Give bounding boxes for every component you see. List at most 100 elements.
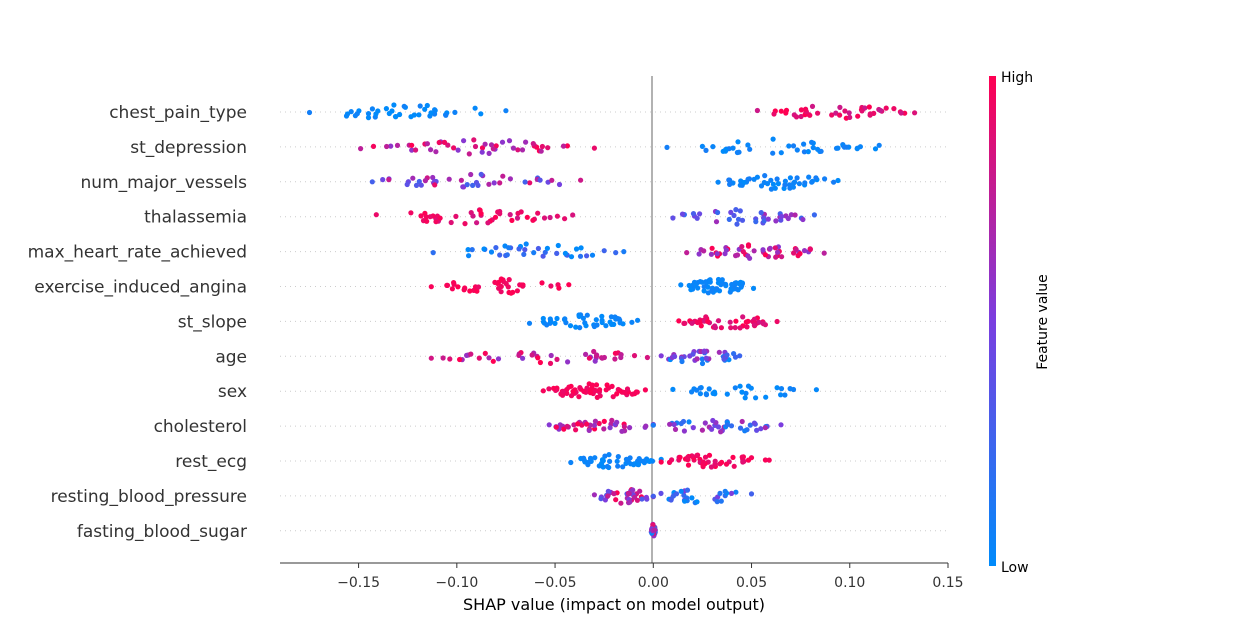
shap-point: [306, 109, 313, 116]
shap-point: [599, 317, 605, 324]
shap-point: [739, 454, 745, 460]
shap-point: [401, 103, 407, 109]
shap-point: [762, 457, 769, 463]
shap-point: [505, 284, 511, 290]
shap-point: [793, 114, 800, 120]
shap-point: [775, 249, 781, 255]
shap-point: [727, 181, 733, 187]
shap-point: [646, 458, 652, 464]
shap-point: [748, 491, 755, 497]
shap-point: [498, 289, 504, 295]
shap-point: [568, 254, 575, 260]
x-tick-label: 0.10: [834, 575, 865, 591]
shap-point: [522, 247, 528, 253]
shap-point: [535, 355, 541, 361]
shap-point: [690, 211, 697, 217]
shap-point: [418, 213, 424, 219]
shap-point: [462, 221, 468, 227]
shap-point: [566, 282, 572, 288]
shap-point: [835, 145, 841, 151]
shap-point: [570, 212, 576, 218]
shap-point: [690, 351, 696, 357]
shap-point: [583, 323, 589, 329]
shap-point: [605, 493, 611, 499]
shap-point: [451, 280, 457, 286]
shap-point: [737, 208, 743, 214]
shap-point: [735, 216, 742, 222]
shap-point: [859, 108, 865, 114]
shap-point: [602, 497, 609, 503]
shap-point: [468, 351, 474, 357]
shap-point: [581, 457, 587, 463]
shap-point: [842, 108, 848, 114]
shap-point: [872, 146, 879, 152]
shap-point: [516, 352, 522, 358]
shap-point: [455, 147, 461, 153]
shap-point: [612, 356, 618, 362]
shap-point: [444, 282, 451, 288]
shap-point: [739, 244, 745, 250]
shap-point: [622, 389, 628, 396]
shap-point: [370, 143, 377, 149]
shap-point: [436, 139, 442, 146]
shap-point: [739, 389, 745, 395]
shap-point: [573, 427, 579, 433]
shap-point: [737, 353, 743, 359]
shap-point: [466, 151, 472, 157]
shap-point: [751, 248, 757, 254]
shap-point: [497, 180, 503, 186]
shap-point: [604, 382, 610, 388]
shap-point: [530, 217, 536, 223]
shap-point: [678, 282, 684, 288]
shap-point: [614, 458, 620, 464]
shap-point: [737, 383, 743, 389]
shap-point: [699, 279, 705, 285]
shap-point: [762, 252, 769, 258]
shap-point: [515, 210, 521, 216]
shap-point: [664, 144, 670, 150]
shap-point: [715, 318, 722, 324]
shap-point: [578, 245, 584, 251]
shap-point: [710, 417, 716, 424]
shap-point: [568, 393, 575, 399]
shap-point: [629, 391, 635, 397]
shap-point: [554, 315, 560, 322]
shap-point: [540, 253, 546, 259]
shap-point: [615, 463, 621, 469]
shap-point: [680, 418, 687, 425]
shap-point: [790, 184, 797, 190]
x-tick-label: 0.15: [932, 575, 963, 591]
shap-point: [519, 147, 526, 153]
shap-point: [576, 313, 582, 319]
shap-point: [718, 429, 724, 435]
shap-point: [498, 276, 504, 282]
shap-point: [712, 458, 718, 464]
shap-point: [631, 353, 638, 359]
shap-point: [709, 288, 715, 294]
shap-point: [409, 142, 415, 148]
shap-point: [584, 253, 590, 259]
shap-point: [807, 112, 813, 118]
shap-point: [673, 491, 680, 497]
shap-point: [733, 286, 739, 292]
shap-point: [754, 427, 760, 433]
shap-point: [488, 249, 495, 255]
shap-point: [458, 177, 464, 183]
shap-point: [670, 215, 676, 221]
shap-point: [782, 178, 789, 184]
shap-point: [520, 355, 526, 361]
shap-point: [554, 213, 561, 219]
x-tick-label: 0.00: [638, 575, 669, 591]
shap-point: [837, 104, 843, 110]
shap-point: [813, 175, 819, 181]
shap-point: [537, 177, 543, 183]
shap-point: [650, 422, 656, 428]
shap-point: [706, 452, 713, 458]
shap-point: [813, 387, 820, 393]
shap-point: [728, 325, 734, 331]
shap-point: [470, 182, 476, 188]
shap-point: [714, 286, 720, 292]
shap-point: [742, 395, 748, 401]
shap-point: [567, 323, 574, 329]
shap-point: [715, 424, 722, 430]
